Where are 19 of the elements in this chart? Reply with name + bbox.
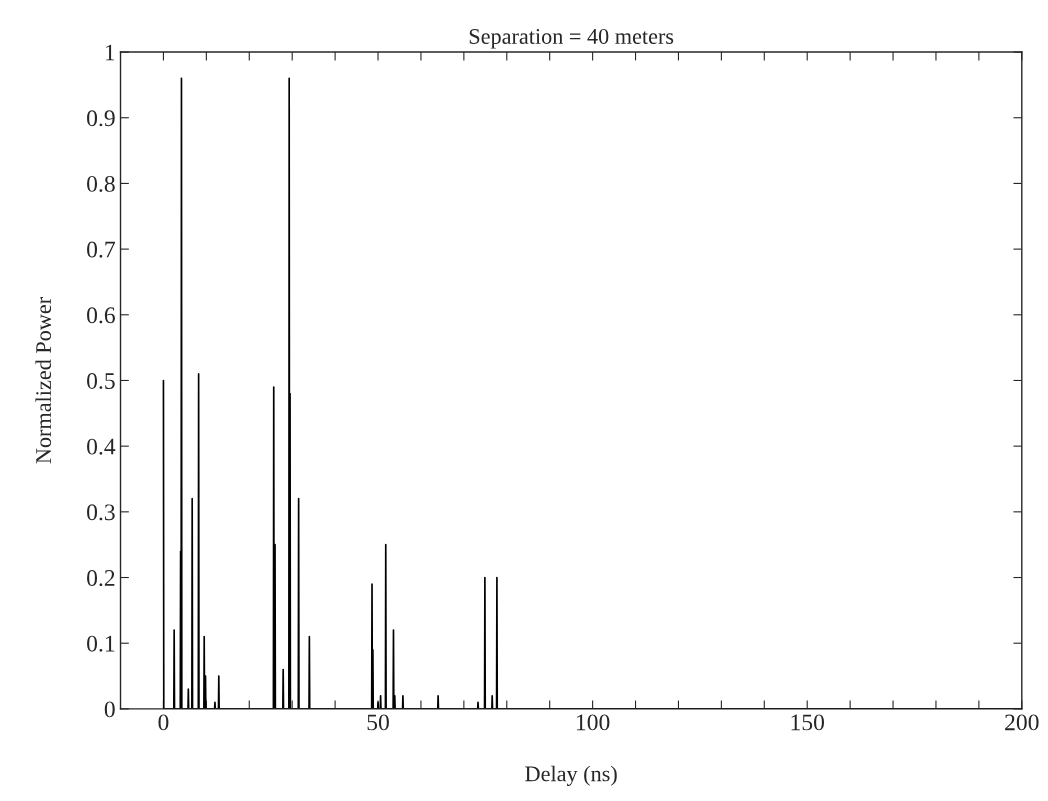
y-tick-label: 0.3 <box>87 504 115 521</box>
x-axis-title: Delay (ns) <box>525 765 617 786</box>
x-tick-label: 0 <box>158 714 169 731</box>
x-tick-label: 200 <box>1005 714 1039 731</box>
x-tick-label: 150 <box>791 714 825 731</box>
y-tick-label: 1 <box>105 44 115 61</box>
x-tick-label: 100 <box>576 714 610 731</box>
y-tick-label: 0.8 <box>87 175 115 192</box>
y-tick-label: 0.9 <box>87 110 115 127</box>
x-tick-label: 50 <box>367 714 389 731</box>
y-tick-label: 0.6 <box>87 307 115 324</box>
y-tick-label: 0.7 <box>87 241 115 258</box>
y-tick-label: 0.5 <box>87 372 115 389</box>
y-tick-label: 0.1 <box>87 635 115 652</box>
y-axis-title: Normalized Power <box>35 297 52 464</box>
y-tick-label: 0.4 <box>87 438 116 455</box>
chart-title: Separation = 40 meters <box>469 28 674 49</box>
y-tick-label: 0.2 <box>87 570 115 587</box>
y-tick-label: 0 <box>104 701 115 718</box>
